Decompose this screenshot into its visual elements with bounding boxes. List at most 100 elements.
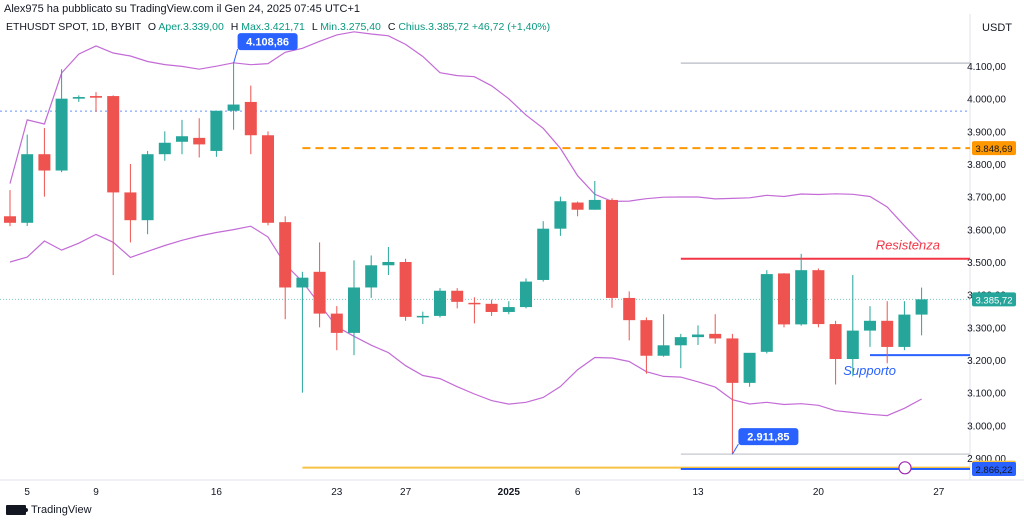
low-label: L <box>311 21 318 33</box>
price-tag-text-dashed-orange: 3.848,69 <box>976 144 1013 155</box>
candle-body <box>898 314 911 347</box>
alert-clock-icon[interactable] <box>898 461 912 475</box>
candle-body <box>176 136 188 142</box>
candle-body <box>262 135 274 223</box>
candle-body <box>812 270 825 325</box>
bollinger-lower-band <box>9 225 922 417</box>
candle-body <box>709 333 722 339</box>
y-tick-label: 3.000,00 <box>967 421 1006 432</box>
y-tick-label: 3.200,00 <box>967 356 1006 367</box>
low-value: Min.3.275,40 <box>320 21 381 33</box>
price-tag-blue-low <box>972 462 1016 477</box>
y-tick-label: 3.500,00 <box>967 258 1006 269</box>
last-price-tag <box>972 292 1016 307</box>
candle-body <box>279 222 292 288</box>
candle-body <box>778 273 790 325</box>
y-tick-label: 3.800,00 <box>967 160 1006 171</box>
candle-body <box>640 320 653 356</box>
x-tick-label: 6 <box>575 487 581 498</box>
candle-body <box>348 287 360 333</box>
callout-box <box>237 33 298 51</box>
candle-body <box>193 137 206 145</box>
x-tick-label: 23 <box>331 487 343 498</box>
candle-body <box>141 154 154 221</box>
candle-body <box>657 345 670 356</box>
candle-body <box>330 313 343 333</box>
last-price-tag-text: 3.385,72 <box>976 295 1013 306</box>
y-tick-label: 3.300,00 <box>967 323 1006 334</box>
y-tick-label: 2.900,00 <box>967 454 1006 465</box>
y-tick-label: 3.900,00 <box>967 127 1006 138</box>
candle-body <box>881 320 894 347</box>
candle-body <box>588 199 601 210</box>
candle-body <box>623 297 636 321</box>
bollinger-upper-band <box>9 31 923 245</box>
candle-body <box>416 315 429 318</box>
y-tick-label: 3.100,00 <box>967 389 1006 400</box>
candle-body <box>313 271 326 314</box>
x-tick-label: 13 <box>692 487 704 498</box>
callout-pointer <box>233 48 239 64</box>
callout-pointer <box>731 443 739 455</box>
y-tick-label: 4.100,00 <box>967 62 1006 73</box>
y-tick-label: 4.000,00 <box>967 95 1006 106</box>
open-value: Aper.3.339,00 <box>158 21 224 33</box>
x-tick-label: 5 <box>24 487 30 498</box>
callout-label: 4.108,86 <box>246 37 289 49</box>
candle-body <box>743 352 756 383</box>
candle-body <box>210 110 223 151</box>
y-tick-label: 3.600,00 <box>967 225 1006 236</box>
candle-body <box>55 98 68 171</box>
published-by: Alex975 ha pubblicato su TradingView.com… <box>4 3 360 15</box>
candle-body <box>21 154 34 223</box>
x-tick-label: 2025 <box>498 487 521 498</box>
candle-body <box>829 324 842 360</box>
x-tick-label: 9 <box>93 487 99 498</box>
candle-body <box>726 338 739 383</box>
symbol-name[interactable]: ETHUSDT SPOT, 1D, BYBIT <box>6 21 141 33</box>
callout-box <box>738 428 799 446</box>
close-label: C <box>387 21 396 33</box>
footer: TradingView <box>6 504 92 516</box>
x-tick-label: 20 <box>813 487 825 498</box>
candle-body <box>537 228 550 280</box>
high-value: Max.3.421,71 <box>241 21 305 33</box>
candle-body <box>606 199 618 298</box>
change-value: +46,72 (+1,40%) <box>471 21 551 33</box>
currency-label[interactable]: USDT <box>982 22 1012 34</box>
candle-body <box>846 330 859 360</box>
x-tick-label: 27 <box>933 487 945 498</box>
candle-body <box>915 299 928 315</box>
candle-body <box>760 274 773 352</box>
candle-body <box>554 201 567 229</box>
candle-body <box>485 303 498 312</box>
candle-body <box>72 97 85 99</box>
candle-body <box>795 270 808 325</box>
x-tick-label: 16 <box>211 487 223 498</box>
candle-body <box>864 320 876 331</box>
x-tick-label: 27 <box>400 487 412 498</box>
candle-body <box>124 192 137 221</box>
candle-body <box>520 281 532 308</box>
candle-body <box>107 96 120 193</box>
candle-body <box>399 262 412 317</box>
candle-body <box>244 101 257 136</box>
price-tag-text-blue-low: 2.866,22 <box>976 465 1013 476</box>
candle-body <box>451 290 464 302</box>
candle-body <box>365 265 378 288</box>
level-annotation-resistance: Resistenza <box>876 238 940 253</box>
candle-body <box>158 142 171 155</box>
y-tick-label: 3.700,00 <box>967 193 1006 204</box>
candle-body <box>434 290 446 316</box>
candle-body <box>38 154 51 171</box>
candle-body <box>502 307 515 312</box>
candle-body <box>90 96 102 98</box>
candle-body <box>296 277 309 288</box>
symbol-legend: ETHUSDT SPOT, 1D, BYBIT O Aper.3.339,00 … <box>6 21 550 33</box>
tradingview-logo-icon <box>6 505 28 515</box>
candle-body <box>468 302 481 305</box>
level-annotation-support: Supporto <box>843 363 896 378</box>
candle-body <box>571 202 584 210</box>
callout-label: 2.911,85 <box>747 432 789 444</box>
